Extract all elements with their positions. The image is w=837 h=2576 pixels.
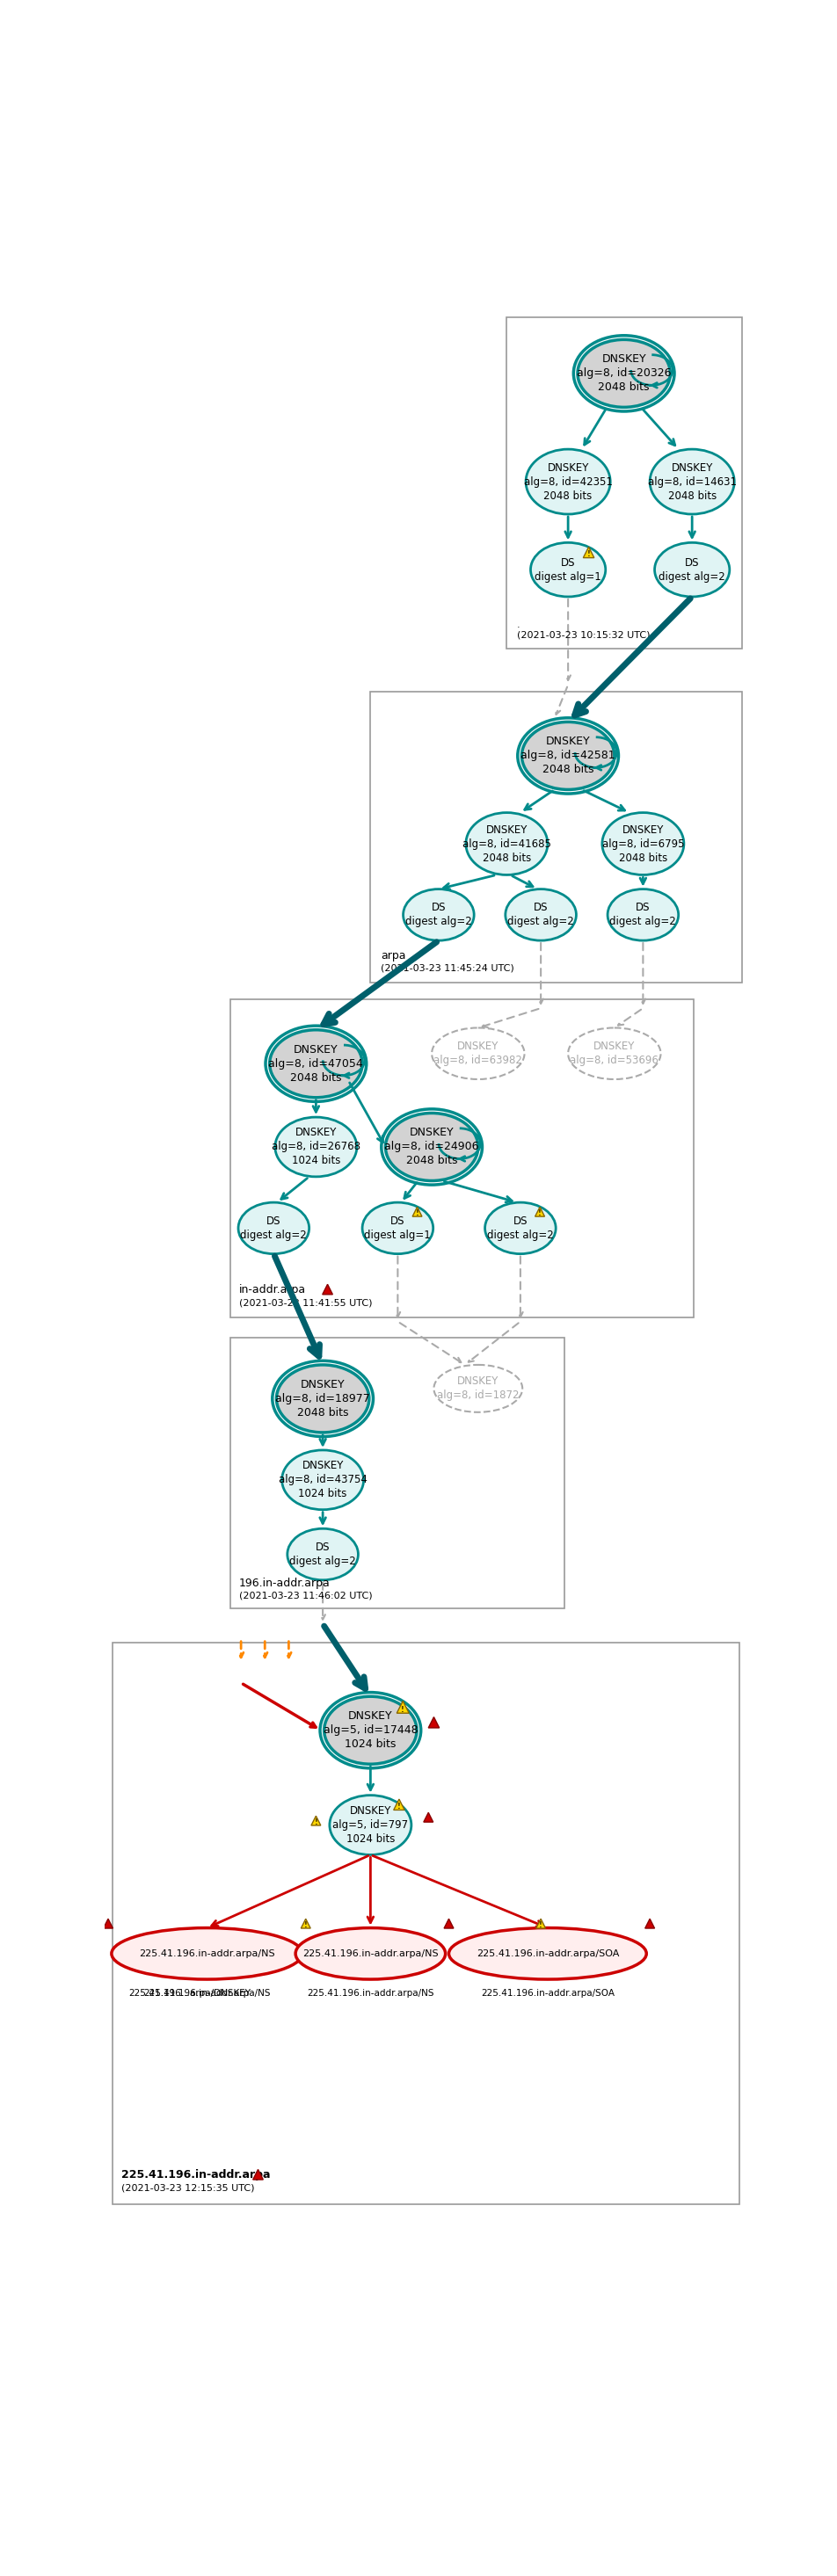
Polygon shape xyxy=(103,1919,113,1929)
Ellipse shape xyxy=(577,340,670,407)
Text: 225.41.196.in-addr.arpa/NS: 225.41.196.in-addr.arpa/NS xyxy=(139,1950,275,1958)
Text: !: ! xyxy=(401,1705,404,1713)
Polygon shape xyxy=(428,1718,439,1728)
Text: DNSKEY
alg=8, id=42351
2048 bits: DNSKEY alg=8, id=42351 2048 bits xyxy=(523,461,612,502)
Polygon shape xyxy=(322,1285,332,1296)
Bar xyxy=(230,1337,564,1607)
Text: DNSKEY
alg=5, id=17448
1024 bits: DNSKEY alg=5, id=17448 1024 bits xyxy=(323,1710,418,1749)
Text: !: ! xyxy=(415,1211,418,1218)
Ellipse shape xyxy=(276,1365,369,1432)
Polygon shape xyxy=(444,1919,453,1929)
Polygon shape xyxy=(393,1798,404,1811)
Polygon shape xyxy=(536,1919,545,1929)
Ellipse shape xyxy=(602,811,683,876)
Text: !: ! xyxy=(397,1803,400,1811)
Text: (2021-03-23 10:15:32 UTC): (2021-03-23 10:15:32 UTC) xyxy=(516,631,650,639)
Bar xyxy=(230,999,693,1316)
Ellipse shape xyxy=(485,1203,555,1255)
Text: DS
digest alg=1: DS digest alg=1 xyxy=(364,1216,430,1242)
Ellipse shape xyxy=(434,1365,522,1412)
Polygon shape xyxy=(583,546,593,559)
Ellipse shape xyxy=(403,889,474,940)
Text: DNSKEY
alg=8, id=43754
1024 bits: DNSKEY alg=8, id=43754 1024 bits xyxy=(278,1461,367,1499)
Text: DNSKEY
alg=8, id=41685
2048 bits: DNSKEY alg=8, id=41685 2048 bits xyxy=(462,824,551,863)
Text: 225.41.196.in-addr.arpa/NS: 225.41.196.in-addr.arpa/NS xyxy=(302,1950,438,1958)
Text: DS
digest alg=2: DS digest alg=2 xyxy=(240,1216,306,1242)
Text: arpa: arpa xyxy=(380,951,405,961)
Text: DNSKEY
alg=8, id=14631
2048 bits: DNSKEY alg=8, id=14631 2048 bits xyxy=(647,461,736,502)
Ellipse shape xyxy=(526,448,609,515)
Bar xyxy=(113,1643,739,2205)
Bar xyxy=(506,317,741,649)
Polygon shape xyxy=(412,1208,422,1216)
Bar xyxy=(370,690,741,981)
Ellipse shape xyxy=(521,721,614,791)
Ellipse shape xyxy=(324,1698,416,1765)
Polygon shape xyxy=(300,1919,311,1929)
Polygon shape xyxy=(424,1814,433,1821)
Polygon shape xyxy=(535,1208,544,1216)
Ellipse shape xyxy=(238,1203,309,1255)
Ellipse shape xyxy=(275,1118,357,1177)
Text: (2021-03-23 12:15:35 UTC): (2021-03-23 12:15:35 UTC) xyxy=(121,2184,254,2192)
Ellipse shape xyxy=(530,544,605,598)
Text: DS
digest alg=2: DS digest alg=2 xyxy=(609,902,675,927)
Text: !: ! xyxy=(587,551,590,559)
Text: 225.41.196.in-addr.arpa: 225.41.196.in-addr.arpa xyxy=(121,2169,270,2182)
Text: 225.41.196...arpa/DNSKEY: 225.41.196...arpa/DNSKEY xyxy=(128,1989,250,1999)
Text: DNSKEY
alg=8, id=47054
2048 bits: DNSKEY alg=8, id=47054 2048 bits xyxy=(269,1043,363,1084)
Ellipse shape xyxy=(281,1450,363,1510)
Ellipse shape xyxy=(654,544,729,598)
Text: 225.41.196.in-addr.arpa/SOA: 225.41.196.in-addr.arpa/SOA xyxy=(480,1989,614,1999)
Text: 225.41.196.in-addr.arpa/NS: 225.41.196.in-addr.arpa/NS xyxy=(143,1989,270,1999)
Text: DNSKEY
alg=8, id=1872: DNSKEY alg=8, id=1872 xyxy=(437,1376,519,1401)
Text: in-addr.arpa: in-addr.arpa xyxy=(239,1285,306,1296)
Text: .: . xyxy=(516,621,520,629)
Ellipse shape xyxy=(362,1203,433,1255)
Ellipse shape xyxy=(295,1927,445,1978)
Text: !: ! xyxy=(537,1211,541,1218)
Text: DNSKEY
alg=8, id=18977
2048 bits: DNSKEY alg=8, id=18977 2048 bits xyxy=(275,1378,370,1419)
Text: DNSKEY
alg=8, id=63982: DNSKEY alg=8, id=63982 xyxy=(434,1041,522,1066)
Ellipse shape xyxy=(431,1028,524,1079)
Polygon shape xyxy=(644,1919,654,1929)
Text: 225.41.196.in-addr.arpa/SOA: 225.41.196.in-addr.arpa/SOA xyxy=(475,1950,619,1958)
Polygon shape xyxy=(311,1816,321,1826)
Text: DS
digest alg=2: DS digest alg=2 xyxy=(289,1540,356,1566)
Text: DS
digest alg=1: DS digest alg=1 xyxy=(534,556,601,582)
Text: DS
digest alg=2: DS digest alg=2 xyxy=(658,556,725,582)
Text: DS
digest alg=2: DS digest alg=2 xyxy=(405,902,471,927)
Ellipse shape xyxy=(385,1113,478,1180)
Text: DNSKEY
alg=5, id=797
1024 bits: DNSKEY alg=5, id=797 1024 bits xyxy=(332,1806,408,1844)
Text: (2021-03-23 11:45:24 UTC): (2021-03-23 11:45:24 UTC) xyxy=(380,963,514,974)
Text: DNSKEY
alg=8, id=26768
1024 bits: DNSKEY alg=8, id=26768 1024 bits xyxy=(271,1128,360,1167)
Text: !: ! xyxy=(538,1922,542,1929)
Text: !: ! xyxy=(304,1922,307,1929)
Ellipse shape xyxy=(465,811,547,876)
Ellipse shape xyxy=(650,448,733,515)
Text: DS
digest alg=2: DS digest alg=2 xyxy=(507,902,573,927)
Ellipse shape xyxy=(505,889,576,940)
Ellipse shape xyxy=(111,1927,302,1978)
Text: DS
digest alg=2: DS digest alg=2 xyxy=(486,1216,553,1242)
Polygon shape xyxy=(253,2169,263,2179)
Text: (2021-03-23 11:41:55 UTC): (2021-03-23 11:41:55 UTC) xyxy=(239,1298,372,1306)
Text: 225.41.196.in-addr.arpa/NS: 225.41.196.in-addr.arpa/NS xyxy=(306,1989,434,1999)
Text: DNSKEY
alg=8, id=53696: DNSKEY alg=8, id=53696 xyxy=(569,1041,658,1066)
Text: (2021-03-23 11:46:02 UTC): (2021-03-23 11:46:02 UTC) xyxy=(239,1592,372,1600)
Text: 196.in-addr.arpa: 196.in-addr.arpa xyxy=(239,1577,330,1589)
Ellipse shape xyxy=(607,889,678,940)
Text: DNSKEY
alg=8, id=6795
2048 bits: DNSKEY alg=8, id=6795 2048 bits xyxy=(601,824,684,863)
Ellipse shape xyxy=(270,1030,362,1097)
Text: DNSKEY
alg=8, id=24906
2048 bits: DNSKEY alg=8, id=24906 2048 bits xyxy=(384,1128,479,1167)
Text: DNSKEY
alg=8, id=20326
2048 bits: DNSKEY alg=8, id=20326 2048 bits xyxy=(576,353,670,394)
Text: !: ! xyxy=(314,1819,317,1826)
Text: DNSKEY
alg=8, id=42581
2048 bits: DNSKEY alg=8, id=42581 2048 bits xyxy=(521,737,614,775)
Ellipse shape xyxy=(567,1028,660,1079)
Polygon shape xyxy=(397,1700,408,1713)
Ellipse shape xyxy=(329,1795,411,1855)
Ellipse shape xyxy=(449,1927,646,1978)
Ellipse shape xyxy=(287,1528,358,1579)
